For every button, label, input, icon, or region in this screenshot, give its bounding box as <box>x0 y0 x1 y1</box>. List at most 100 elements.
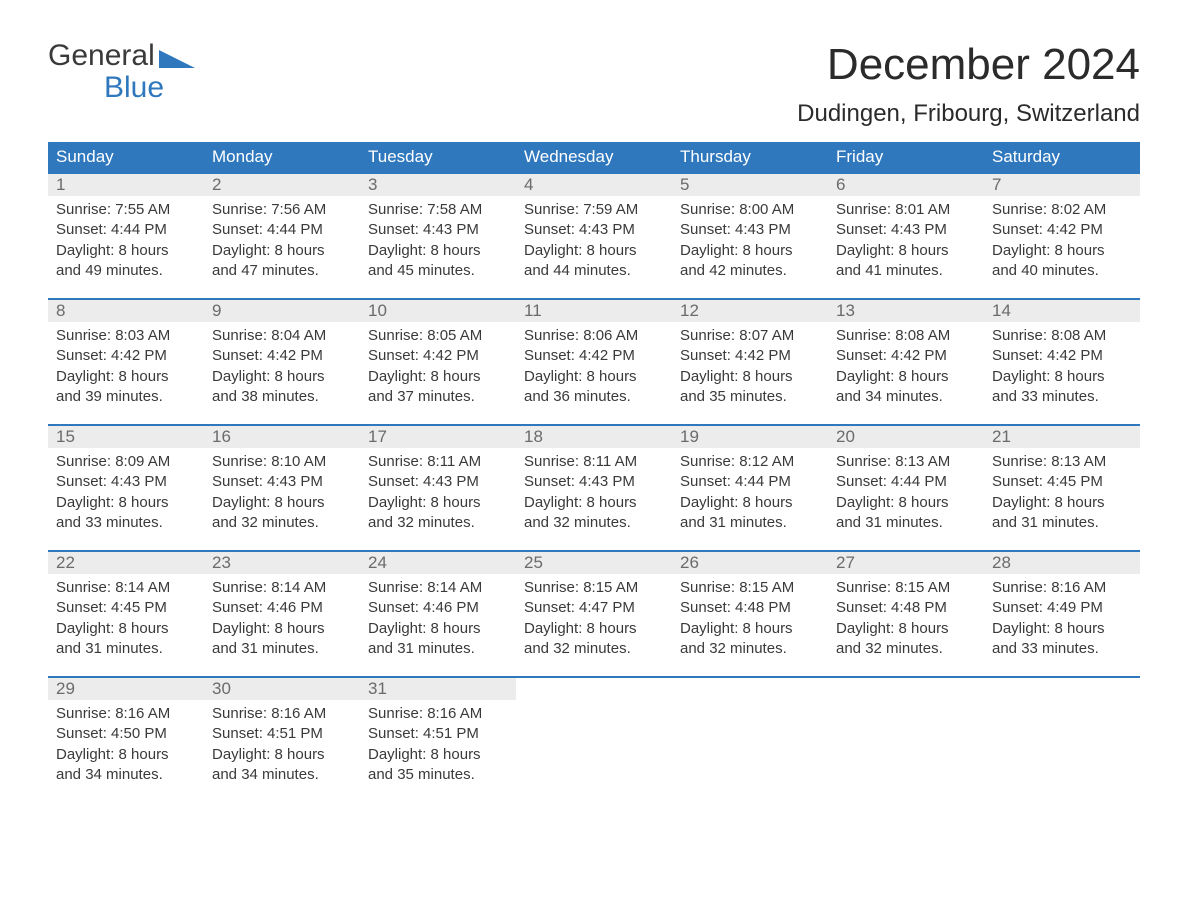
sunrise-line: Sunrise: 8:16 AM <box>368 704 508 724</box>
daylight-line: Daylight: 8 hours and 47 minutes. <box>212 241 352 282</box>
day-number: 28 <box>984 552 1140 574</box>
day-number: 10 <box>360 300 516 322</box>
sunset-line: Sunset: 4:44 PM <box>56 220 196 240</box>
day-number: 7 <box>984 174 1140 196</box>
daylight-line: Daylight: 8 hours and 34 minutes. <box>836 367 976 408</box>
sunset-line: Sunset: 4:47 PM <box>524 598 664 618</box>
sunset-line: Sunset: 4:48 PM <box>680 598 820 618</box>
sunset-line: Sunset: 4:43 PM <box>524 472 664 492</box>
day-number: 13 <box>828 300 984 322</box>
daylight-line: Daylight: 8 hours and 39 minutes. <box>56 367 196 408</box>
day-detail: Sunrise: 7:59 AMSunset: 4:43 PMDaylight:… <box>516 196 672 297</box>
day-detail: Sunrise: 8:12 AMSunset: 4:44 PMDaylight:… <box>672 448 828 549</box>
sunset-line: Sunset: 4:51 PM <box>212 724 352 744</box>
daylight-line: Daylight: 8 hours and 31 minutes. <box>368 619 508 660</box>
sunrise-line: Sunrise: 8:14 AM <box>212 578 352 598</box>
daylight-line: Daylight: 8 hours and 31 minutes. <box>836 493 976 534</box>
daylight-line: Daylight: 8 hours and 32 minutes. <box>212 493 352 534</box>
sunrise-line: Sunrise: 8:13 AM <box>992 452 1132 472</box>
day-cell: 6Sunrise: 8:01 AMSunset: 4:43 PMDaylight… <box>828 174 984 298</box>
day-number: 21 <box>984 426 1140 448</box>
day-number: 15 <box>48 426 204 448</box>
day-detail: Sunrise: 8:16 AMSunset: 4:49 PMDaylight:… <box>984 574 1140 675</box>
daylight-line: Daylight: 8 hours and 34 minutes. <box>212 745 352 786</box>
sunset-line: Sunset: 4:44 PM <box>680 472 820 492</box>
sunrise-line: Sunrise: 7:55 AM <box>56 200 196 220</box>
sunrise-line: Sunrise: 8:16 AM <box>56 704 196 724</box>
day-cell: 29 Sunrise: 8:16 AMSunset: 4:50 PMDayligh… <box>48 678 204 802</box>
day-detail: Sunrise: 8:04 AMSunset: 4:42 PMDaylight:… <box>204 322 360 423</box>
sunrise-line: Sunrise: 7:56 AM <box>212 200 352 220</box>
day-cell: 12Sunrise: 8:07 AMSunset: 4:42 PMDayligh… <box>672 300 828 424</box>
daylight-line: Daylight: 8 hours and 32 minutes. <box>836 619 976 660</box>
day-number: 18 <box>516 426 672 448</box>
sunrise-line: Sunrise: 8:16 AM <box>212 704 352 724</box>
sunset-line: Sunset: 4:43 PM <box>368 472 508 492</box>
sunset-line: Sunset: 4:43 PM <box>524 220 664 240</box>
day-detail: Sunrise: 8:13 AMSunset: 4:45 PMDaylight:… <box>984 448 1140 549</box>
sunset-line: Sunset: 4:43 PM <box>836 220 976 240</box>
day-cell: 9Sunrise: 8:04 AMSunset: 4:42 PMDaylight… <box>204 300 360 424</box>
day-cell: 15 Sunrise: 8:09 AMSunset: 4:43 PMDayligh… <box>48 426 204 550</box>
daylight-line: Daylight: 8 hours and 45 minutes. <box>368 241 508 282</box>
daylight-line: Daylight: 8 hours and 33 minutes. <box>56 493 196 534</box>
day-number: 1 <box>48 174 204 196</box>
sunrise-line: Sunrise: 8:15 AM <box>680 578 820 598</box>
sunrise-line: Sunrise: 8:12 AM <box>680 452 820 472</box>
sunset-line: Sunset: 4:44 PM <box>212 220 352 240</box>
week-row: 1Sunrise: 7:55 AMSunset: 4:44 PMDaylight… <box>48 172 1140 298</box>
day-number: 29 <box>48 678 204 700</box>
day-cell: 11Sunrise: 8:06 AMSunset: 4:42 PMDayligh… <box>516 300 672 424</box>
daylight-line: Daylight: 8 hours and 31 minutes. <box>56 619 196 660</box>
day-names-header: SundayMondayTuesdayWednesdayThursdayFrid… <box>48 142 1140 172</box>
logo-text-bottom: Blue <box>48 72 195 104</box>
day-cell: 3Sunrise: 7:58 AMSunset: 4:43 PMDaylight… <box>360 174 516 298</box>
sunset-line: Sunset: 4:43 PM <box>680 220 820 240</box>
day-number: 19 <box>672 426 828 448</box>
week-row: 8Sunrise: 8:03 AMSunset: 4:42 PMDaylight… <box>48 298 1140 424</box>
sunrise-line: Sunrise: 8:11 AM <box>524 452 664 472</box>
day-cell: 10Sunrise: 8:05 AMSunset: 4:42 PMDayligh… <box>360 300 516 424</box>
day-cell: 23Sunrise: 8:14 AMSunset: 4:46 PMDayligh… <box>204 552 360 676</box>
logo: General Blue <box>48 40 195 103</box>
sunset-line: Sunset: 4:42 PM <box>368 346 508 366</box>
daylight-line: Daylight: 8 hours and 38 minutes. <box>212 367 352 408</box>
sunrise-line: Sunrise: 8:09 AM <box>56 452 196 472</box>
day-cell: 31Sunrise: 8:16 AMSunset: 4:51 PMDayligh… <box>360 678 516 802</box>
daylight-line: Daylight: 8 hours and 32 minutes. <box>368 493 508 534</box>
day-name: Tuesday <box>360 142 516 172</box>
day-detail: Sunrise: 8:05 AMSunset: 4:42 PMDaylight:… <box>360 322 516 423</box>
day-detail: Sunrise: 8:14 AMSunset: 4:46 PMDaylight:… <box>204 574 360 675</box>
day-name: Wednesday <box>516 142 672 172</box>
sunset-line: Sunset: 4:46 PM <box>368 598 508 618</box>
sunset-line: Sunset: 4:50 PM <box>56 724 196 744</box>
day-number: 5 <box>672 174 828 196</box>
daylight-line: Daylight: 8 hours and 34 minutes. <box>56 745 196 786</box>
day-number: 16 <box>204 426 360 448</box>
sunset-line: Sunset: 4:42 PM <box>212 346 352 366</box>
day-number: 24 <box>360 552 516 574</box>
day-cell: 22Sunrise: 8:14 AMSunset: 4:45 PMDayligh… <box>48 552 204 676</box>
day-number: 6 <box>828 174 984 196</box>
day-name: Thursday <box>672 142 828 172</box>
day-number: 27 <box>828 552 984 574</box>
sunset-line: Sunset: 4:43 PM <box>368 220 508 240</box>
day-detail: Sunrise: 8:15 AMSunset: 4:48 PMDaylight:… <box>672 574 828 675</box>
day-detail: Sunrise: 7:56 AMSunset: 4:44 PMDaylight:… <box>204 196 360 297</box>
day-detail: Sunrise: 8:11 AMSunset: 4:43 PMDaylight:… <box>516 448 672 549</box>
daylight-line: Daylight: 8 hours and 37 minutes. <box>368 367 508 408</box>
day-cell: 16Sunrise: 8:10 AMSunset: 4:43 PMDayligh… <box>204 426 360 550</box>
day-detail: Sunrise: 8:02 AMSunset: 4:42 PMDaylight:… <box>984 196 1140 297</box>
daylight-line: Daylight: 8 hours and 49 minutes. <box>56 241 196 282</box>
sunset-line: Sunset: 4:45 PM <box>56 598 196 618</box>
day-cell: 19Sunrise: 8:12 AMSunset: 4:44 PMDayligh… <box>672 426 828 550</box>
sunrise-line: Sunrise: 8:04 AM <box>212 326 352 346</box>
day-number: 17 <box>360 426 516 448</box>
day-number: 3 <box>360 174 516 196</box>
daylight-line: Daylight: 8 hours and 31 minutes. <box>212 619 352 660</box>
daylight-line: Daylight: 8 hours and 40 minutes. <box>992 241 1132 282</box>
sunset-line: Sunset: 4:43 PM <box>56 472 196 492</box>
day-detail: Sunrise: 8:08 AMSunset: 4:42 PMDaylight:… <box>828 322 984 423</box>
daylight-line: Daylight: 8 hours and 31 minutes. <box>680 493 820 534</box>
month-title: December 2024 <box>797 40 1140 90</box>
